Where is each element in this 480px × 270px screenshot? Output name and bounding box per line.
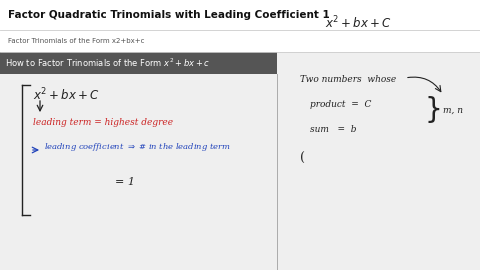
Text: leading coefficient $\Rightarrow$ # in the leading term: leading coefficient $\Rightarrow$ # in t… [44, 141, 231, 153]
FancyBboxPatch shape [0, 30, 480, 52]
Text: Factor Quadratic Trinomials with Leading Coefficient 1: Factor Quadratic Trinomials with Leading… [8, 10, 330, 20]
Text: (: ( [300, 152, 305, 165]
Text: m, n: m, n [443, 106, 463, 114]
Text: How to Factor Trinomials of the Form $x^2 + bx + c$: How to Factor Trinomials of the Form $x^… [5, 57, 210, 69]
Text: $x^2 + bx + C$: $x^2 + bx + C$ [325, 15, 392, 32]
Text: $x^2 + bx + C$: $x^2 + bx + C$ [33, 87, 100, 104]
Text: Two numbers  whose: Two numbers whose [300, 75, 396, 84]
Text: leading term = highest degree: leading term = highest degree [33, 118, 173, 127]
FancyBboxPatch shape [0, 52, 277, 74]
Text: = 1: = 1 [115, 177, 135, 187]
Text: product  =  C: product = C [310, 100, 372, 109]
FancyBboxPatch shape [0, 0, 480, 30]
Text: sum   =  b: sum = b [310, 125, 357, 134]
Text: }: } [425, 96, 443, 124]
Text: Factor Trinomials of the Form x2+bx+c: Factor Trinomials of the Form x2+bx+c [8, 38, 144, 44]
